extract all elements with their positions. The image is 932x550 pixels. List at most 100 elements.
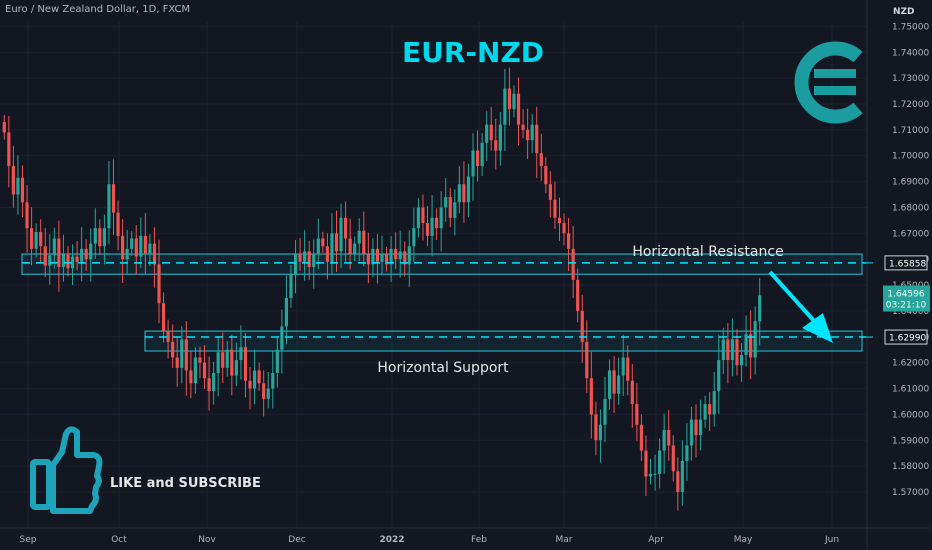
candle-body: [662, 429, 666, 451]
candle-body: [271, 373, 275, 389]
support-zone: [144, 330, 863, 352]
candle-body: [307, 251, 311, 267]
candle-body: [594, 414, 598, 441]
candle-body: [134, 238, 138, 257]
candle-body: [430, 217, 434, 236]
candle-body: [57, 238, 61, 267]
candle-body: [485, 124, 489, 143]
price-axis[interactable]: 1.57000 1.58000 1.59000 1.60000 1.61000 1.620…: [892, 22, 929, 498]
candle-body: [80, 248, 84, 262]
candle-body: [289, 274, 293, 298]
candle-body: [248, 380, 252, 389]
resistance-zone: [21, 253, 863, 275]
candle-body: [298, 254, 302, 262]
candle-body: [84, 248, 88, 260]
candle-body: [689, 419, 694, 446]
candle-body: [353, 243, 357, 255]
candle-body: [749, 334, 753, 358]
candle-body: [407, 246, 411, 265]
candle-body: [316, 238, 320, 255]
candle-body: [498, 124, 502, 151]
candle-body: [334, 233, 339, 252]
candle-body: [303, 251, 307, 262]
candle-body: [730, 339, 735, 361]
candle-body: [607, 370, 612, 399]
last-price-label: 1.64596: [887, 290, 924, 300]
price-tick-label: 1.57000: [892, 488, 929, 498]
candle-body: [116, 212, 120, 236]
thumbs-up-icon: [30, 426, 103, 514]
candle-body: [52, 238, 56, 256]
candle-body: [61, 254, 66, 267]
candle-body: [489, 124, 493, 141]
price-tick-label: 1.71000: [892, 126, 929, 136]
candle-body: [580, 310, 584, 342]
resistance-price-tag-box: [884, 255, 928, 271]
candle-body: [421, 207, 425, 223]
resistance-price-tag-label: 1.65858: [889, 259, 926, 269]
candle-body: [243, 347, 248, 381]
euro-icon: [794, 41, 863, 124]
candle-body: [121, 235, 125, 260]
level-lines: [22, 262, 867, 338]
candle-body: [457, 184, 461, 203]
candle-body: [516, 93, 521, 125]
candle-body: [234, 360, 238, 376]
candle-body: [585, 341, 589, 379]
candle-body: [639, 424, 643, 451]
candle-body: [189, 370, 193, 384]
support-price-tag-box: [884, 329, 928, 345]
candle-body: [621, 357, 625, 376]
candle-body: [576, 279, 580, 311]
candle-body: [544, 166, 548, 185]
candle-body: [225, 349, 229, 368]
candle-body: [553, 199, 557, 218]
candle-body: [29, 228, 34, 249]
candle-body: [671, 445, 675, 472]
price-tick-label: 1.58000: [892, 462, 929, 472]
candle-body: [284, 297, 289, 327]
candle-body: [726, 339, 730, 361]
candle-body: [507, 88, 512, 110]
candle-body: [471, 150, 475, 177]
candle-body: [152, 243, 157, 265]
candle-body: [703, 404, 707, 420]
candle-body: [667, 429, 671, 446]
candle-body: [366, 254, 370, 265]
candle-body: [252, 370, 257, 389]
time-axis[interactable]: Sep Oct Nov Dec 2022 Feb Mar Apr May Jun: [20, 535, 840, 545]
price-tick-label: 1.70000: [892, 152, 929, 162]
candle-body: [16, 177, 20, 195]
cta-text: LIKE and SUBSCRIBE: [110, 476, 261, 491]
candle-body: [107, 184, 111, 229]
candle-body: [66, 254, 70, 269]
time-tick-label: Apr: [648, 535, 664, 545]
symbol-title: Euro / New Zealand Dollar, 1D, FXCM: [5, 4, 191, 15]
price-tick-label: 1.73000: [892, 74, 929, 84]
candle-body: [658, 450, 662, 474]
candle-body: [453, 202, 457, 218]
candle-body: [257, 370, 261, 384]
candle-body: [653, 473, 657, 475]
candle-body: [448, 197, 452, 218]
candle-body: [2, 122, 6, 133]
candle-body: [589, 378, 593, 415]
candle-body: [439, 207, 443, 229]
time-tick-label: Sep: [20, 535, 37, 545]
candle-body: [161, 303, 166, 332]
candle-body: [612, 370, 616, 394]
time-tick-label: Nov: [198, 535, 216, 545]
candle-body: [171, 341, 175, 358]
candle-body: [125, 248, 129, 260]
candlestick-series: [2, 67, 762, 511]
chart-headline: EUR-NZD: [402, 36, 544, 69]
candle-body: [557, 217, 562, 223]
candle-body: [617, 375, 621, 394]
candle-body: [539, 153, 543, 167]
price-tick-label: 1.74000: [892, 48, 929, 58]
price-tick-label: 1.67000: [892, 229, 929, 239]
candle-body: [375, 248, 380, 262]
candle-body: [403, 251, 407, 265]
